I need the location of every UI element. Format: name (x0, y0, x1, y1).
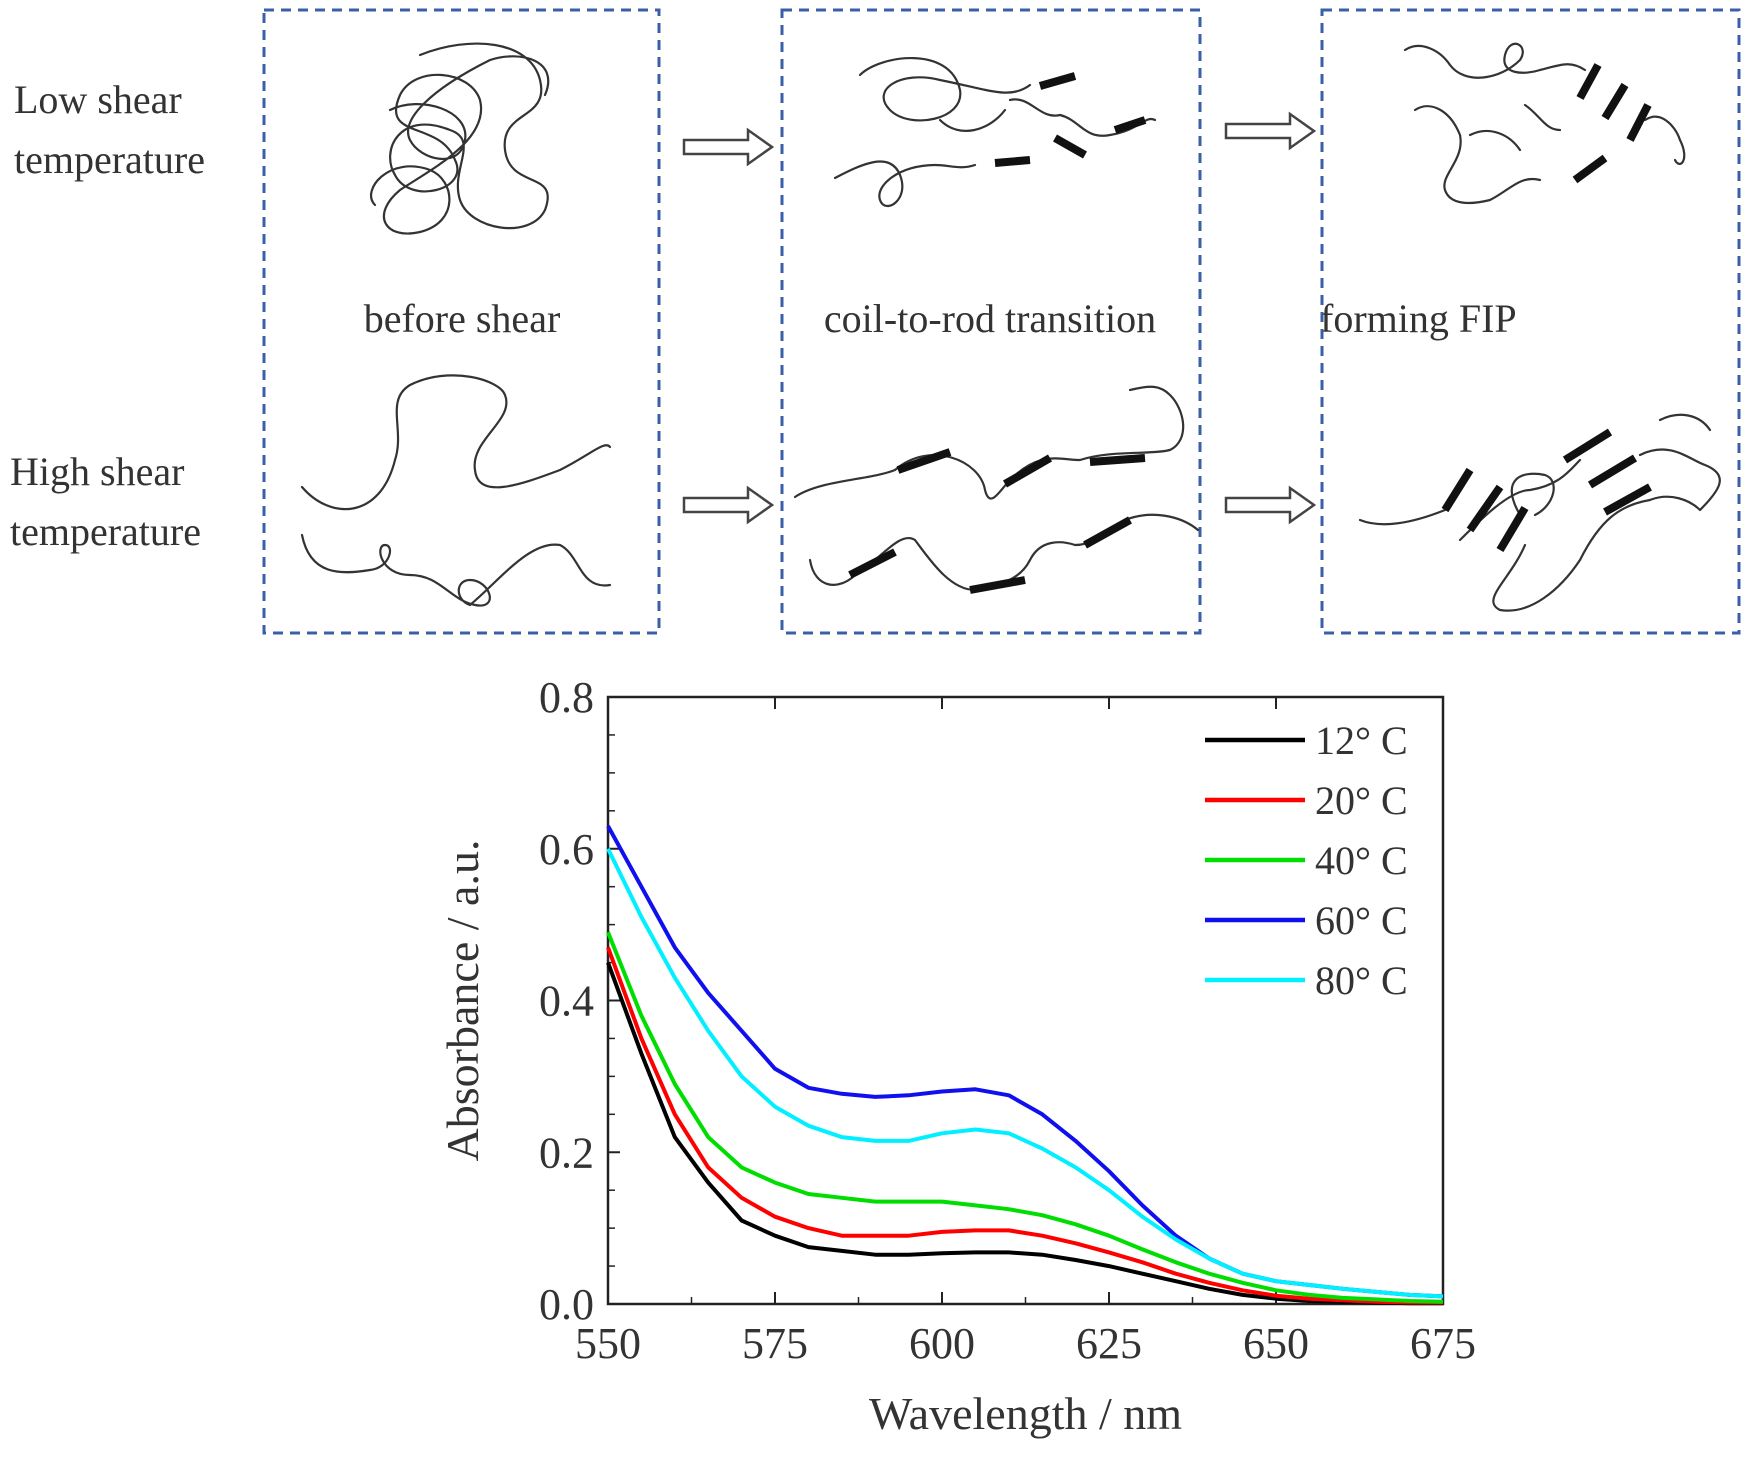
x-tick-label: 600 (909, 1319, 975, 1368)
y-tick-label: 0.0 (539, 1280, 594, 1329)
rod-fip-low-1 (1576, 63, 1602, 100)
scheme-diagram (262, 8, 1741, 635)
x-tick-label: 575 (742, 1319, 808, 1368)
row-label-high: High shear temperature (10, 442, 201, 562)
x-axis-label: Wavelength / nm (869, 1388, 1182, 1439)
rod-fip-low-4 (1572, 154, 1608, 184)
rod-c2r-low-1 (1038, 72, 1077, 90)
x-tick-label: 675 (1410, 1319, 1476, 1368)
series-line (606, 825, 1444, 1299)
series-line (606, 961, 1443, 1306)
rod-fip-low-3 (1626, 103, 1652, 142)
stage-label-before: before shear (363, 296, 561, 341)
rod-c2r-high-4 (848, 548, 897, 579)
rod-fip-high-6 (1603, 483, 1652, 516)
rod-c2r-high-1 (896, 448, 952, 474)
x-tick-label: 625 (1076, 1319, 1142, 1368)
legend-label: 80° C (1315, 958, 1408, 1003)
chain-fip-high-2 (1492, 413, 1721, 612)
stage-label-fip: forming FIP (1320, 296, 1517, 341)
row-label-high-line1: High shear (10, 449, 185, 494)
series-line (606, 931, 1444, 1304)
y-axis-label: Absorbance / a.u. (437, 840, 488, 1162)
rod-c2r-low-2 (1113, 116, 1147, 134)
rod-c2r-high-2 (1002, 454, 1053, 488)
row-label-low-line2: temperature (14, 137, 205, 182)
rod-fip-high-5 (1587, 454, 1638, 489)
rod-c2r-high-3 (1089, 454, 1146, 466)
legend-label: 40° C (1315, 838, 1408, 883)
y-tick-label: 0.6 (539, 825, 594, 874)
stage-box-before (262, 8, 661, 635)
rod-fip-high-1 (1441, 467, 1474, 513)
chain-fip-low-2 (1413, 105, 1542, 205)
row-label-low: Low shear temperature (14, 70, 205, 190)
chain-c2r-low-2 (833, 160, 977, 207)
stage-box-coil-to-rod (780, 8, 1202, 635)
legend-label: 12° C (1315, 718, 1408, 763)
chain-fip-low-3 (1523, 103, 1686, 166)
rod-c2r-high-6 (1083, 516, 1132, 549)
coil-open-lower (300, 533, 612, 607)
series-line (606, 847, 1444, 1299)
chain-c2r-high-1 (793, 385, 1185, 500)
rod-c2r-low-3 (994, 156, 1031, 167)
stage-box-fip (1320, 8, 1741, 635)
rod-c2r-high-5 (969, 576, 1026, 594)
y-tick-label: 0.4 (539, 977, 594, 1026)
rod-fip-high-4 (1562, 428, 1613, 464)
stage-label-coil-to-rod: coil-to-rod transition (823, 296, 1157, 341)
chain-c2r-low-1 (858, 57, 1032, 132)
legend-label: 20° C (1315, 778, 1408, 823)
chain-fip-low-1 (1403, 42, 1587, 79)
chain-c2r-low-3 (1008, 98, 1157, 137)
arrow-icon-high-2 (1224, 485, 1317, 525)
coil-tangle (369, 42, 550, 235)
series-line (606, 946, 1443, 1305)
legend-label: 60° C (1315, 898, 1408, 943)
arrow-icon-low-1 (682, 127, 775, 167)
rod-fip-high-2 (1466, 484, 1504, 533)
arrow-icon-high-1 (682, 485, 775, 525)
rod-fip-low-2 (1601, 82, 1629, 121)
arrow-icon-low-2 (1224, 111, 1317, 151)
y-tick-label: 0.8 (539, 673, 594, 722)
x-tick-label: 550 (575, 1319, 641, 1368)
x-tick-label: 650 (1243, 1319, 1309, 1368)
chain-c2r-high-2 (808, 513, 1200, 592)
row-label-high-line2: temperature (10, 509, 201, 554)
rod-fip-high-3 (1496, 505, 1529, 553)
rod-c2r-low-4 (1053, 134, 1087, 159)
row-label-low-line1: Low shear (14, 77, 182, 122)
coil-open-upper (300, 374, 612, 511)
plot-frame (606, 695, 1445, 1306)
y-tick-label: 0.2 (539, 1128, 594, 1177)
